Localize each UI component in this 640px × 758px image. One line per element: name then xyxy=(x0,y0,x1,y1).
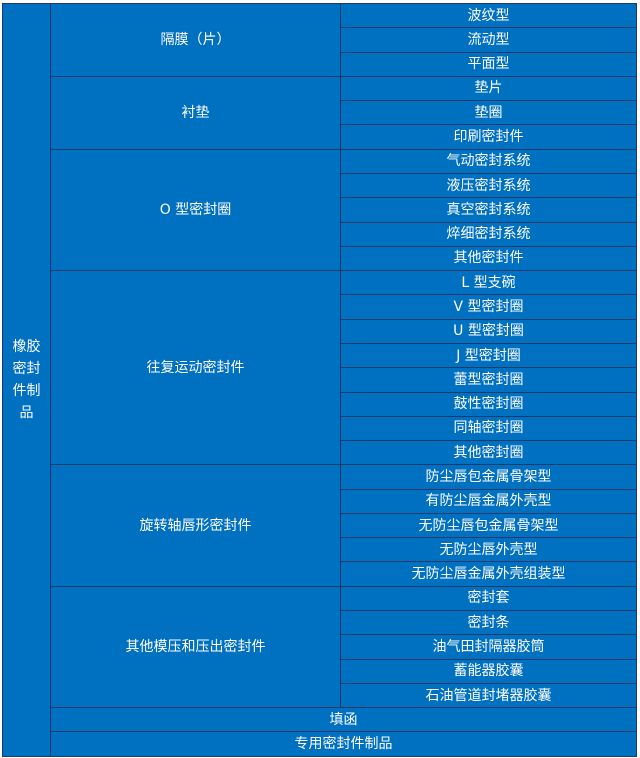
table-row: O 型密封圈 气动密封系统 xyxy=(3,148,637,272)
item-cell: 同轴密封圈 xyxy=(340,415,637,442)
item-cell: 真空密封系统 xyxy=(340,197,637,223)
table-row: 印刷密封件 xyxy=(3,124,637,150)
item-cell: 波纹型 xyxy=(340,2,637,29)
table-row: 鼓性密封圈 xyxy=(3,391,637,417)
item-cell: 平面型 xyxy=(340,51,637,77)
root-category-line: 密封 xyxy=(12,360,41,377)
group-cell: 旋转轴唇形密封件 xyxy=(50,464,341,587)
table-row: 有防尘唇金属外壳型 xyxy=(3,488,637,514)
root-category-line: 件制 xyxy=(12,382,41,399)
table-row: 填函 xyxy=(3,707,637,733)
root-category-cell: 橡胶 密封 件制品 xyxy=(2,3,51,757)
full-row-cell: 填函 xyxy=(50,707,637,733)
table-row: V 型密封圈 xyxy=(3,294,637,320)
table-row: 蕾型密封圈 xyxy=(3,367,637,393)
group-cell: 往复运动密封件 xyxy=(50,270,341,466)
item-cell: 有防尘唇金属外壳型 xyxy=(340,488,637,514)
table-row: 旋转轴唇形密封件 防尘唇包金属骨架型 xyxy=(3,464,637,587)
table-row: 其他模压和压出密封件 密封套 xyxy=(3,585,637,709)
item-cell: 密封条 xyxy=(340,610,637,636)
root-category-line: 品 xyxy=(19,404,34,421)
table-row: 其他密封圈 xyxy=(3,440,637,466)
item-cell: 无防尘唇包金属骨架型 xyxy=(340,512,637,539)
group-cell: 衬垫 xyxy=(50,75,341,150)
group-cell: 隔膜（片） xyxy=(50,3,341,77)
item-cell: 油气田封隔器胶筒 xyxy=(340,634,637,660)
table-row: 无防尘唇包金属骨架型 xyxy=(3,512,637,539)
table-row: 密封条 xyxy=(3,610,637,636)
table-row: 往复运动密封件 L 型支碗 xyxy=(3,270,637,466)
table-row: 焠细密封系统 xyxy=(3,221,637,247)
item-cell: J 型密封圈 xyxy=(340,342,637,369)
item-cell: 气动密封系统 xyxy=(340,148,637,174)
table-row: 流动型 xyxy=(3,27,637,53)
table-row: 衬垫 垫片 xyxy=(3,75,637,150)
table-row: 平面型 xyxy=(3,51,637,77)
table-row: 同轴密封圈 xyxy=(3,415,637,442)
item-cell: 其他密封圈 xyxy=(340,440,637,466)
table-row: 其他密封件 xyxy=(3,245,637,272)
table-row: 油气田封隔器胶筒 xyxy=(3,634,637,660)
root-category-line: 橡胶 xyxy=(12,338,41,355)
item-cell: L 型支碗 xyxy=(340,270,637,296)
item-cell: 焠细密封系统 xyxy=(340,221,637,247)
item-cell: 液压密封系统 xyxy=(340,172,637,199)
table-row: J 型密封圈 xyxy=(3,342,637,369)
item-cell: 无防尘唇外壳型 xyxy=(340,537,637,563)
table-row: U 型密封圈 xyxy=(3,318,637,344)
item-cell: 防尘唇包金属骨架型 xyxy=(340,464,637,490)
item-cell: 蕾型密封圈 xyxy=(340,367,637,393)
group-cell: O 型密封圈 xyxy=(50,148,341,272)
item-cell: 印刷密封件 xyxy=(340,124,637,150)
item-cell: 蓄能器胶囊 xyxy=(340,658,637,684)
group-cell: 其他模压和压出密封件 xyxy=(50,585,341,709)
item-cell: 无防尘唇金属外壳组装型 xyxy=(340,561,637,587)
item-cell: 其他密封件 xyxy=(340,245,637,272)
item-cell: 流动型 xyxy=(340,27,637,53)
item-cell: U 型密封圈 xyxy=(340,318,637,344)
item-cell: 密封套 xyxy=(340,585,637,612)
table-row: 真空密封系统 xyxy=(3,197,637,223)
item-cell: 垫片 xyxy=(340,75,637,102)
full-row-cell: 专用密封件制品 xyxy=(50,731,637,757)
table-row: 专用密封件制品 xyxy=(3,731,637,757)
item-cell: V 型密封圈 xyxy=(340,294,637,320)
item-cell: 石油管道封堵器胶囊 xyxy=(340,682,637,709)
item-cell: 鼓性密封圈 xyxy=(340,391,637,417)
item-cell: 垫圈 xyxy=(340,100,637,126)
